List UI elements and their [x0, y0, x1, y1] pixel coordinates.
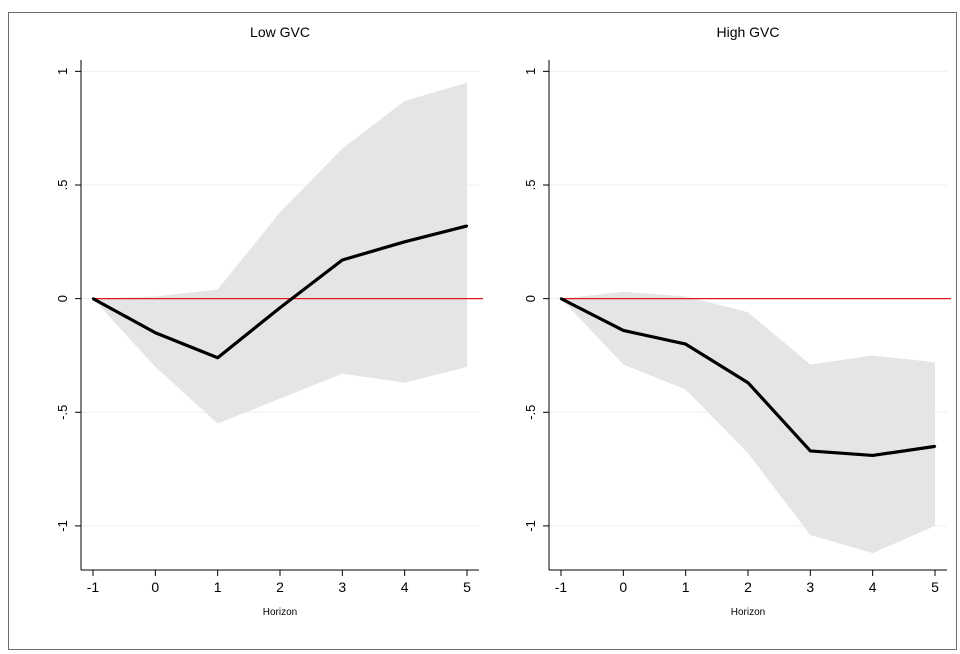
data-point	[559, 297, 563, 300]
chart-panel-high-gvc: 1 .5 0 -.5 -1 -1 0 1 2 3 4 5 High GVC Horizon	[523, 24, 951, 618]
x-tick-label: 3	[806, 579, 814, 595]
data-point	[746, 381, 750, 384]
x-axis-label: Horizon	[731, 607, 765, 618]
panel-title: Low GVC	[250, 24, 310, 40]
x-tick-label: 3	[338, 579, 346, 595]
y-tick-label: .5	[55, 180, 70, 191]
impulse-response-figure: 1 .5 0 -.5 -1 -1 0 1 2 3 4 5 Low GVC Horizon 1 .5 0 -.5 -1…	[55, 24, 951, 618]
figure-frame: 1 .5 0 -.5 -1 -1 0 1 2 3 4 5 Low GVC Horizon 1 .5 0 -.5 -1…	[8, 12, 957, 650]
x-tick-label: 2	[276, 579, 284, 595]
y-tick-label: -1	[55, 520, 70, 532]
x-tick-label: 0	[619, 579, 627, 595]
data-point	[278, 306, 282, 309]
x-tick-label: 2	[744, 579, 752, 595]
data-point	[933, 445, 937, 448]
x-tick-label: 5	[463, 579, 471, 595]
chart-panel-low-gvc: 1 .5 0 -.5 -1 -1 0 1 2 3 4 5 Low GVC Horizon	[55, 24, 483, 618]
x-tick-label: 1	[682, 579, 690, 595]
data-point	[465, 224, 469, 228]
x-tick-label: -1	[87, 579, 100, 595]
y-tick-label: 0	[523, 295, 538, 302]
data-point	[216, 356, 219, 359]
data-point	[91, 297, 95, 300]
y-tick-label: 1	[523, 68, 538, 75]
x-tick-label: 4	[869, 579, 877, 595]
y-tick-label: -1	[523, 520, 538, 532]
data-point	[341, 258, 344, 262]
cropped-header-strip	[52, 0, 592, 11]
x-tick-label: 4	[401, 579, 409, 595]
x-tick-label: 0	[151, 579, 159, 595]
x-tick-label: 1	[214, 579, 222, 595]
data-point	[684, 342, 687, 346]
x-tick-label: 5	[931, 579, 939, 595]
x-axis-label: Horizon	[263, 607, 297, 618]
y-tick-label: -.5	[55, 405, 70, 420]
y-tick-label: .5	[523, 180, 538, 191]
confidence-band	[93, 82, 467, 424]
data-point	[622, 329, 625, 332]
data-point	[809, 449, 812, 453]
y-tick-label: 0	[55, 295, 70, 302]
confidence-band	[561, 291, 935, 554]
panel-title: High GVC	[716, 24, 779, 40]
data-point	[871, 454, 874, 457]
x-tick-label: -1	[555, 579, 568, 595]
y-tick-label: 1	[55, 68, 70, 75]
data-point	[403, 240, 406, 244]
data-point	[154, 331, 157, 334]
y-tick-label: -.5	[523, 405, 538, 420]
